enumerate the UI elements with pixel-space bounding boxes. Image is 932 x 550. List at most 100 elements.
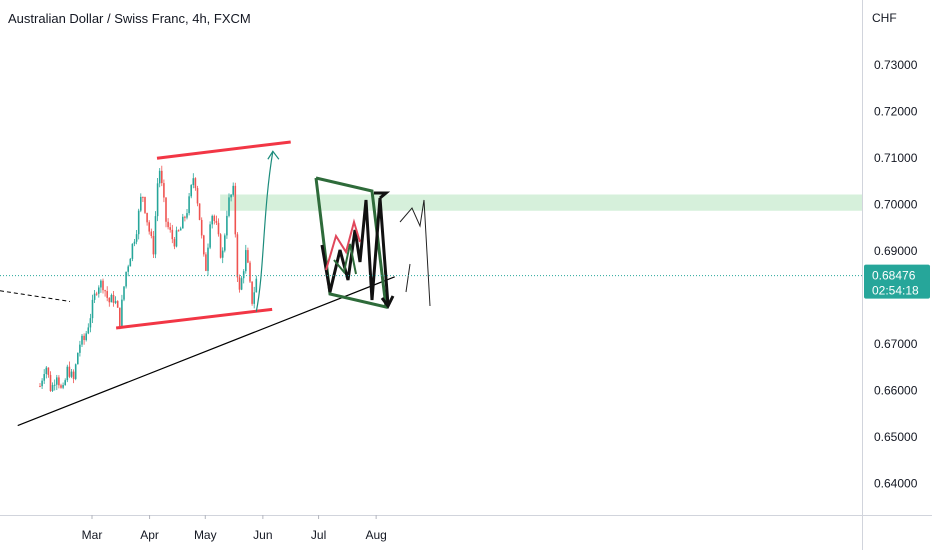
pattern-green-wave (333, 243, 357, 275)
candle-body (150, 231, 153, 236)
candle-body (188, 196, 190, 214)
currency-label: CHF (872, 11, 897, 25)
candle-body (116, 301, 119, 308)
candle-body (207, 247, 209, 271)
candle-body (41, 380, 43, 387)
candle-body (135, 234, 138, 242)
candle-body (205, 254, 207, 271)
candle-body (127, 266, 129, 272)
candle-body (108, 297, 111, 303)
price-tick-label: 0.72000 (874, 105, 918, 119)
candle-body (79, 344, 81, 353)
channel-upper-line (156, 140, 291, 160)
candle-body (171, 229, 174, 240)
candle-body (184, 216, 186, 218)
candle-body (93, 293, 96, 300)
candle-body (179, 228, 182, 231)
candle-body (192, 178, 195, 186)
price-tick-label: 0.67000 (874, 337, 918, 351)
candle-body (226, 215, 228, 236)
candle-body (137, 210, 140, 235)
candle-body (242, 271, 245, 279)
candle-body (60, 385, 62, 388)
time-axis[interactable]: Mar Apr May Jun Jul Aug (0, 515, 932, 542)
candle-body (177, 230, 180, 232)
pattern-zigzag (320, 197, 390, 306)
projection-arrowhead (267, 150, 280, 160)
candle-body (175, 230, 178, 247)
candle-body (131, 243, 134, 259)
candle-body (146, 212, 148, 223)
ascending-trendline (17, 276, 395, 427)
candle-body (194, 178, 197, 189)
candle-body (165, 197, 167, 222)
candle-body (236, 234, 239, 278)
candle-body (186, 213, 188, 218)
candle-body (221, 250, 224, 258)
projection-arrow (255, 151, 274, 312)
channel-lower-line (115, 307, 273, 330)
pattern-arrow-up (374, 191, 391, 200)
candle-body (198, 203, 201, 220)
candle-body (72, 371, 75, 379)
candle-body (209, 224, 211, 248)
candle-body (119, 307, 121, 327)
candle-body (102, 280, 104, 291)
candle-body (95, 293, 98, 295)
candle-body (245, 250, 247, 272)
pattern-arrow-down (380, 295, 395, 309)
price-axis[interactable]: CHF 0.73000 0.72000 0.71000 0.70000 0.69000 0.… (862, 0, 931, 550)
candle-body (100, 280, 102, 288)
candle-body (148, 222, 150, 232)
candle-body (66, 366, 69, 381)
candle-body (39, 386, 41, 388)
candle-body (104, 290, 106, 292)
dashed-line (0, 290, 71, 302)
candle-body (203, 235, 205, 255)
candle-body (144, 197, 146, 213)
chart-title: Australian Dollar / Swiss Franc, 4h, FXC… (8, 11, 251, 26)
candle-body (47, 367, 50, 375)
candlesticks (39, 165, 258, 392)
candle-body (51, 385, 54, 391)
candle-body (219, 234, 222, 258)
candle-body (255, 278, 258, 293)
candle-body (251, 281, 253, 304)
candle-body (161, 170, 163, 184)
candle-body (98, 287, 100, 294)
candle-body (196, 188, 199, 204)
candle-body (49, 374, 52, 391)
candle-body (215, 220, 218, 223)
price-tick-label: 0.66000 (874, 384, 918, 398)
time-tick-label: Aug (365, 528, 386, 542)
candle-body (112, 294, 115, 303)
chart-drawings (0, 140, 431, 427)
last-price-badge (864, 264, 930, 299)
candle-body (253, 292, 255, 304)
price-tick-label: 0.64000 (874, 477, 918, 491)
candle-body (156, 183, 159, 217)
candle-body (83, 335, 85, 341)
candle-body (158, 170, 161, 184)
candle-body (238, 277, 241, 290)
candle-body (142, 196, 144, 198)
thin-zigzag (399, 199, 431, 307)
candle-body (228, 197, 230, 216)
time-tick-label: Apr (140, 528, 159, 542)
candle-body (121, 299, 123, 327)
candle-body (91, 299, 94, 319)
time-tick-label: Jul (311, 528, 326, 542)
candle-body (89, 318, 92, 328)
candle-body (140, 196, 142, 211)
last-price-value: 0.68476 (872, 269, 916, 283)
candle-body (45, 367, 48, 375)
candle-body (173, 239, 176, 247)
candle-body (74, 364, 77, 379)
candle-body (224, 235, 226, 251)
candle-body (154, 216, 157, 255)
candle-body (230, 194, 232, 198)
candle-body (234, 185, 237, 235)
candle-body (58, 377, 60, 386)
price-tick-label: 0.65000 (874, 430, 918, 444)
